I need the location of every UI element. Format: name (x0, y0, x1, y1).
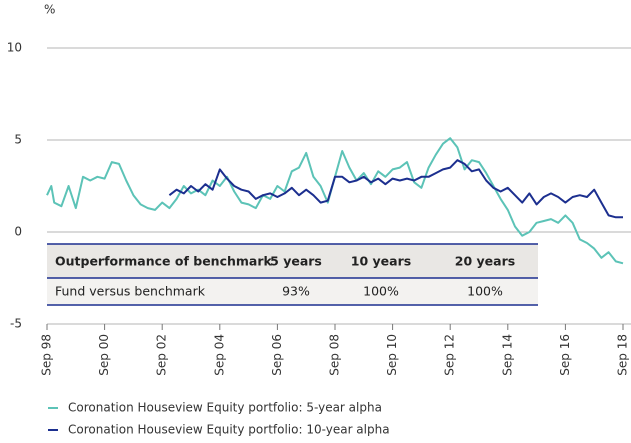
x-tick-label: Sep 10 (385, 334, 399, 376)
y-tick-label: -5 (10, 317, 22, 331)
table-cell: 100% (363, 284, 399, 299)
x-tick-label: Sep 00 (97, 334, 111, 376)
y-tick-label: 5 (14, 133, 22, 147)
table-cell: 93% (282, 284, 310, 299)
table-header-bg (47, 244, 538, 278)
table-row-bg (47, 278, 538, 305)
table-cell: 100% (467, 284, 503, 299)
line-series (168, 159, 623, 219)
x-tick-label: Sep 16 (558, 334, 572, 376)
y-tick-label: 10 (7, 41, 22, 55)
x-tick-label: Sep 04 (212, 334, 226, 376)
legend-label: Coronation Houseview Equity portfolio: 1… (68, 423, 390, 437)
table-header: 5 years (270, 254, 322, 269)
x-tick-label: Sep 18 (616, 334, 630, 376)
legend-label: Coronation Houseview Equity portfolio: 5… (68, 401, 382, 415)
y-tick-label: 0 (14, 225, 22, 239)
table-header: 20 years (455, 254, 515, 269)
x-tick-label: Sep 02 (155, 334, 169, 376)
x-tick-label: Sep 98 (40, 334, 54, 376)
table-header: 10 years (351, 254, 411, 269)
table-header: Outperformance of benchmark (55, 254, 273, 269)
y-axis-label: % (44, 3, 55, 17)
x-tick-label: Sep 08 (328, 334, 342, 376)
table-cell: Fund versus benchmark (55, 284, 206, 299)
x-tick-label: Sep 06 (270, 334, 284, 376)
x-tick-label: Sep 14 (500, 334, 514, 376)
x-tick-label: Sep 12 (443, 334, 457, 376)
